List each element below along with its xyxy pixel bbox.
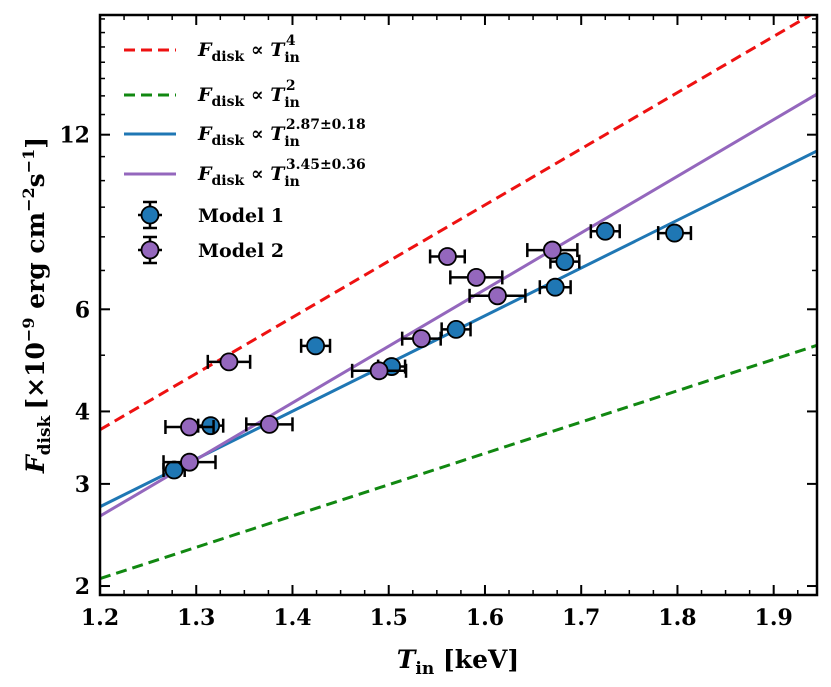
legend-label-T2: Fdisk ∝ Tin2 [197, 78, 300, 111]
model-1-point [545, 277, 565, 297]
model-2-point [180, 417, 199, 437]
x-axis-label: Tin [keV] [397, 645, 519, 679]
model-2-point [369, 361, 389, 381]
model-2-point [466, 267, 486, 287]
legend-model-1-marker [140, 205, 160, 225]
model-1-point [555, 252, 575, 272]
model-2-point [438, 247, 457, 266]
y-tick-label: 6 [75, 297, 90, 323]
line-fit2 [100, 92, 817, 518]
y-tick-label: 2 [75, 574, 90, 600]
model-1-point [595, 221, 615, 241]
legend-model-2-marker [140, 240, 160, 260]
model-2-point [412, 329, 431, 349]
x-tick-label: 1.2 [81, 605, 119, 631]
y-axis-label: Fdisk[×10−9 erg cm−2s−1] [19, 137, 55, 474]
model-2-point [219, 352, 239, 372]
legend: Fdisk ∝ Tin4 Fdisk ∝ Tin2 Fdisk ∝ Tin2.87±… [124, 33, 366, 265]
model-2-point [542, 240, 562, 260]
line-T4 [100, 15, 814, 432]
legend-label-model-1: Model 1 [198, 205, 284, 227]
legend-label-fit1: Fdisk ∝ Tin2.87±0.18 [197, 117, 366, 150]
model-1-point [306, 336, 325, 356]
model-1-point [446, 319, 466, 339]
model-2-point [488, 286, 507, 306]
legend-label-model-2: Model 2 [198, 240, 284, 262]
x-tick-label: 1.5 [370, 605, 408, 631]
y-tick-label: 4 [75, 399, 90, 425]
legend-label-fit2: Fdisk ∝ Tin3.45±0.36 [197, 157, 366, 190]
legend-label-T4: Fdisk ∝ Tin4 [197, 33, 300, 66]
data-points [162, 221, 693, 480]
x-tick-label: 1.7 [562, 605, 600, 631]
x-tick-label: 1.4 [273, 605, 311, 631]
y-tick-label: 3 [75, 472, 90, 498]
x-tick-label: 1.6 [466, 605, 504, 631]
line-T2 [100, 343, 817, 581]
x-tick-label: 1.9 [755, 605, 793, 631]
x-tick-label: 1.3 [177, 605, 215, 631]
y-tick-label: 12 [59, 123, 90, 149]
tick-labels: 1.2 1.3 1.4 1.5 1.6 1.7 1.8 1.9 2 3 4 6 12 [59, 123, 792, 631]
plot-frame [98, 13, 819, 597]
model-1-point [665, 223, 684, 243]
model-2-point [180, 452, 199, 472]
model-1-point [201, 416, 221, 436]
model-1-point [164, 460, 184, 480]
x-tick-label: 1.8 [658, 605, 696, 631]
model-2-point [259, 414, 279, 434]
